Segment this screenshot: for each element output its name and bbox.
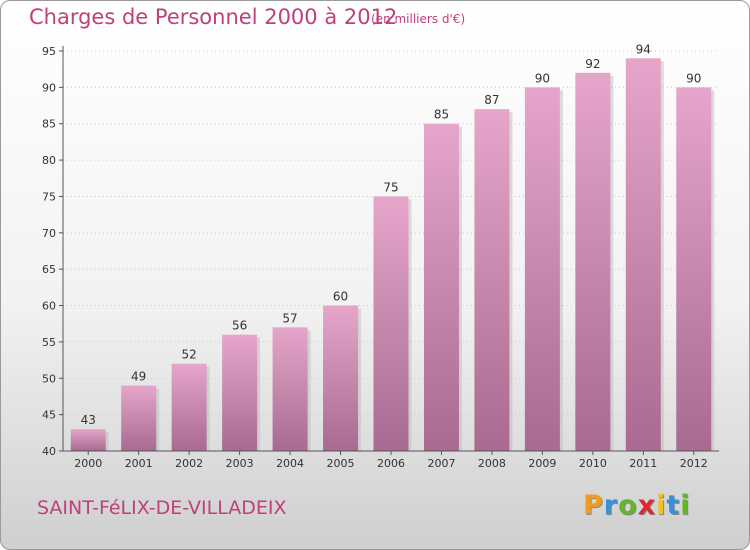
bar <box>575 72 611 452</box>
bar <box>222 334 258 451</box>
y-tick-label: 95 <box>42 45 56 58</box>
bar <box>121 385 157 451</box>
bar <box>323 305 359 451</box>
y-tick-label: 55 <box>42 336 56 349</box>
bar <box>272 327 308 451</box>
x-tick-label: 2002 <box>175 457 203 470</box>
bars: 43 49 52 56 57 60 75 85 87 90 92 94 90 <box>70 42 715 452</box>
y-tick-label: 75 <box>42 190 56 203</box>
x-tick-label: 2008 <box>478 457 506 470</box>
commune-name: SAINT-FéLIX-DE-VILLADEIX <box>37 497 287 519</box>
chart-unit: (en milliers d'€) <box>371 12 466 26</box>
bar-value-label: 57 <box>282 311 297 325</box>
x-tick-label: 2006 <box>377 457 405 470</box>
logo-letter: r <box>603 490 619 521</box>
x-tick-label: 2012 <box>680 457 708 470</box>
y-tick-label: 45 <box>42 409 56 422</box>
x-tick-label: 2000 <box>74 457 102 470</box>
y-tick-label: 70 <box>42 227 56 240</box>
bar <box>70 429 106 451</box>
x-tick-label: 2005 <box>327 457 355 470</box>
y-tick-label: 60 <box>42 300 56 313</box>
bar-value-label: 94 <box>636 42 651 56</box>
bar <box>676 87 712 451</box>
bar <box>524 87 560 451</box>
bar-value-label: 43 <box>81 413 96 427</box>
y-tick-label: 85 <box>42 118 56 131</box>
bar-value-label: 60 <box>333 290 348 304</box>
y-tick-label: 80 <box>42 154 56 167</box>
x-tick-label: 2003 <box>226 457 254 470</box>
y-tick-label: 90 <box>42 81 56 94</box>
y-tick-label: 40 <box>42 445 56 458</box>
bar <box>423 123 459 452</box>
bar-value-label: 92 <box>585 57 600 71</box>
bar-value-label: 75 <box>383 180 398 194</box>
logo-letter: P <box>583 490 604 521</box>
bar-value-label: 90 <box>686 71 701 85</box>
x-tick-label: 2010 <box>579 457 607 470</box>
bar-value-label: 56 <box>232 319 247 333</box>
logo-letter: x <box>637 490 657 521</box>
proxiti-logo: Proxiti <box>583 490 691 521</box>
bar-value-label: 52 <box>182 348 197 362</box>
logo-letter: o <box>618 490 638 521</box>
bar-value-label: 85 <box>434 108 449 122</box>
y-tick-label: 50 <box>42 372 56 385</box>
y-tick-label: 65 <box>42 263 56 276</box>
bar-value-label: 90 <box>535 71 550 85</box>
x-tick-label: 2011 <box>629 457 657 470</box>
x-tick-label: 2001 <box>125 457 153 470</box>
logo-letter: i <box>656 490 667 521</box>
bar <box>474 109 510 451</box>
logo-letter: t <box>666 490 681 521</box>
x-tick-label: 2007 <box>427 457 455 470</box>
bar-value-label: 87 <box>484 93 499 107</box>
bar <box>625 58 661 451</box>
bar <box>171 363 207 451</box>
x-tick-label: 2009 <box>528 457 556 470</box>
bar <box>373 196 409 451</box>
bar-value-label: 49 <box>131 370 146 384</box>
chart-title: Charges de Personnel 2000 à 2012 <box>29 5 398 29</box>
axes: 40 45 50 55 60 65 70 75 80 85 90 95 2000 2001 2002 2003… <box>42 45 719 470</box>
logo-letter: i <box>680 490 691 521</box>
x-tick-label: 2004 <box>276 457 304 470</box>
